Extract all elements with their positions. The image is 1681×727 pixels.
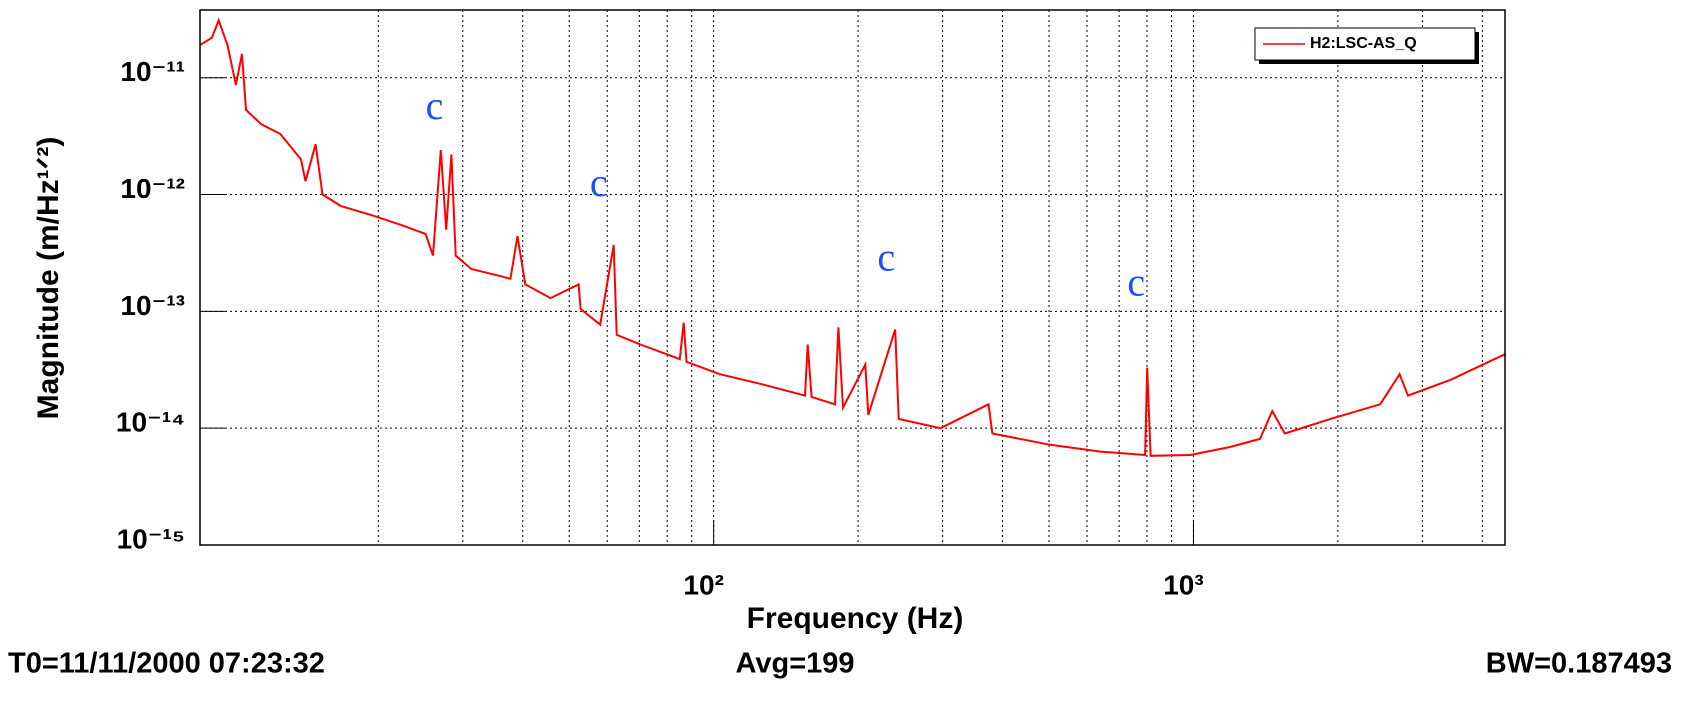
y-tick-label: 10⁻¹⁴	[116, 407, 185, 438]
x-axis-title: Frequency (Hz)	[747, 602, 964, 635]
legend-label: H2:LSC-AS_Q	[1310, 35, 1417, 52]
data-line	[199, 17, 1506, 457]
x-tick-label: 10³	[1163, 569, 1203, 600]
y-tick-label: 10⁻¹¹	[120, 56, 185, 87]
plot-frame	[199, 9, 1506, 546]
y-tick-label: 10⁻¹⁵	[117, 523, 185, 554]
annotation: c	[590, 160, 608, 205]
annotation: c	[1127, 259, 1145, 304]
x-tick-label: 10²	[683, 569, 723, 600]
footer-bw: BW=0.187493	[1486, 648, 1672, 680]
y-tick-label: 10⁻¹²	[120, 173, 185, 204]
y-axis-title: Magnitude (m/Hz¹ᐟ²)	[32, 137, 65, 420]
annotation: c	[877, 235, 895, 280]
footer-t0: T0=11/11/2000 07:23:32	[8, 648, 325, 680]
footer-avg: Avg=199	[735, 648, 854, 680]
annotation: c	[426, 83, 444, 128]
y-tick-label: 10⁻¹³	[120, 290, 185, 321]
